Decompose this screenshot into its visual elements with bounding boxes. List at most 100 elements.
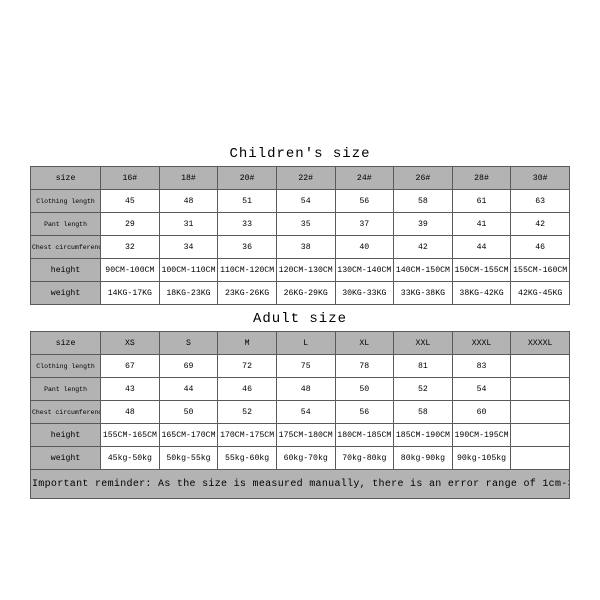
cell: 48 bbox=[101, 401, 160, 424]
cell: 56 bbox=[335, 190, 394, 213]
cell: 39 bbox=[394, 213, 453, 236]
table-row: Clothing length 45 48 51 54 56 58 61 63 bbox=[31, 190, 570, 213]
cell: 38 bbox=[276, 236, 335, 259]
row-label: Clothing length bbox=[31, 355, 101, 378]
cell: 42 bbox=[511, 213, 570, 236]
cell: 42KG-45KG bbox=[511, 282, 570, 305]
size-chart-container: Children's size size 16# 18# 20# 22# 24#… bbox=[0, 0, 600, 499]
col-header: 20# bbox=[218, 167, 277, 190]
cell: 60kg-70kg bbox=[276, 447, 335, 470]
cell: 58 bbox=[394, 190, 453, 213]
cell: 46 bbox=[218, 378, 277, 401]
cell: 130CM-140CM bbox=[335, 259, 394, 282]
cell: 140CM-150CM bbox=[394, 259, 453, 282]
cell: 90kg-105kg bbox=[452, 447, 511, 470]
cell bbox=[511, 447, 570, 470]
cell: 29 bbox=[101, 213, 160, 236]
adult-title: Adult size bbox=[30, 311, 570, 327]
cell: 78 bbox=[335, 355, 394, 378]
cell: 18KG-23KG bbox=[159, 282, 218, 305]
cell: 155CM-165CM bbox=[101, 424, 160, 447]
cell: 45 bbox=[101, 190, 160, 213]
cell: 33KG-38KG bbox=[394, 282, 453, 305]
cell: 54 bbox=[276, 190, 335, 213]
cell: 170CM-175CM bbox=[218, 424, 277, 447]
table-row: Important reminder: As the size is measu… bbox=[31, 470, 570, 499]
cell: 48 bbox=[159, 190, 218, 213]
cell: 155CM-160CM bbox=[511, 259, 570, 282]
col-header: 16# bbox=[101, 167, 160, 190]
cell: 36 bbox=[218, 236, 277, 259]
col-header: XXXL bbox=[452, 332, 511, 355]
cell: 69 bbox=[159, 355, 218, 378]
row-label: weight bbox=[31, 282, 101, 305]
cell: 90CM-100CM bbox=[101, 259, 160, 282]
cell: 54 bbox=[452, 378, 511, 401]
cell: 34 bbox=[159, 236, 218, 259]
row-label: height bbox=[31, 259, 101, 282]
col-header: XXL bbox=[394, 332, 453, 355]
row-label: height bbox=[31, 424, 101, 447]
table-row: size 16# 18# 20# 22# 24# 26# 28# 30# bbox=[31, 167, 570, 190]
table-row: size XS S M L XL XXL XXXL XXXXL bbox=[31, 332, 570, 355]
cell bbox=[511, 355, 570, 378]
col-header: 22# bbox=[276, 167, 335, 190]
cell: 37 bbox=[335, 213, 394, 236]
cell: 45kg-50kg bbox=[101, 447, 160, 470]
children-table: size 16# 18# 20# 22# 24# 26# 28# 30# Clo… bbox=[30, 166, 570, 305]
cell: 180CM-185CM bbox=[335, 424, 394, 447]
cell: 63 bbox=[511, 190, 570, 213]
cell: 52 bbox=[394, 378, 453, 401]
table-row: Pant length 29 31 33 35 37 39 41 42 bbox=[31, 213, 570, 236]
row-label: Pant length bbox=[31, 378, 101, 401]
cell: 75 bbox=[276, 355, 335, 378]
cell: 56 bbox=[335, 401, 394, 424]
col-header: 30# bbox=[511, 167, 570, 190]
cell bbox=[511, 378, 570, 401]
cell: 33 bbox=[218, 213, 277, 236]
cell: 110CM-120CM bbox=[218, 259, 277, 282]
table-row: Chest circumference 1/2 48 50 52 54 56 5… bbox=[31, 401, 570, 424]
cell: 120CM-130CM bbox=[276, 259, 335, 282]
cell: 175CM-180CM bbox=[276, 424, 335, 447]
table-row: height 155CM-165CM 165CM-170CM 170CM-175… bbox=[31, 424, 570, 447]
cell: 60 bbox=[452, 401, 511, 424]
cell: 30KG-33KG bbox=[335, 282, 394, 305]
cell: 35 bbox=[276, 213, 335, 236]
cell: 51 bbox=[218, 190, 277, 213]
col-header: XS bbox=[101, 332, 160, 355]
cell: 26KG-29KG bbox=[276, 282, 335, 305]
cell: 38KG-42KG bbox=[452, 282, 511, 305]
row-label: Chest circumference 1/2 bbox=[31, 236, 101, 259]
cell: 50 bbox=[335, 378, 394, 401]
cell: 31 bbox=[159, 213, 218, 236]
row-label: size bbox=[31, 332, 101, 355]
cell: 185CM-190CM bbox=[394, 424, 453, 447]
cell: 14KG-17KG bbox=[101, 282, 160, 305]
cell: 23KG-26KG bbox=[218, 282, 277, 305]
col-header: 18# bbox=[159, 167, 218, 190]
row-label: size bbox=[31, 167, 101, 190]
cell: 42 bbox=[394, 236, 453, 259]
cell: 50kg-55kg bbox=[159, 447, 218, 470]
cell: 50 bbox=[159, 401, 218, 424]
table-row: Clothing length 67 69 72 75 78 81 83 bbox=[31, 355, 570, 378]
col-header: L bbox=[276, 332, 335, 355]
cell: 32 bbox=[101, 236, 160, 259]
cell: 190CM-195CM bbox=[452, 424, 511, 447]
cell: 100CM-110CM bbox=[159, 259, 218, 282]
children-title: Children's size bbox=[30, 146, 570, 162]
col-header: S bbox=[159, 332, 218, 355]
cell: 165CM-170CM bbox=[159, 424, 218, 447]
cell: 55kg-60kg bbox=[218, 447, 277, 470]
cell: 44 bbox=[452, 236, 511, 259]
col-header: 26# bbox=[394, 167, 453, 190]
cell: 80kg-90kg bbox=[394, 447, 453, 470]
cell: 43 bbox=[101, 378, 160, 401]
col-header: 24# bbox=[335, 167, 394, 190]
col-header: XL bbox=[335, 332, 394, 355]
col-header: 28# bbox=[452, 167, 511, 190]
row-label: Chest circumference 1/2 bbox=[31, 401, 101, 424]
cell: 61 bbox=[452, 190, 511, 213]
cell: 81 bbox=[394, 355, 453, 378]
